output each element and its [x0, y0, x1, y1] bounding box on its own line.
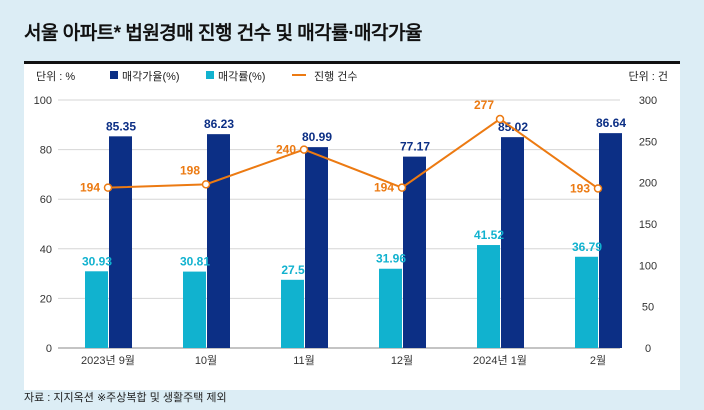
legend-label-sale-rate: 매각률(%): [218, 70, 265, 83]
data-label-sale-price-rate: 80.99: [302, 130, 332, 144]
data-label-auction-count: 198: [180, 163, 200, 177]
bar-sale-price-rate: [207, 134, 230, 348]
point-auction-count: [201, 180, 211, 189]
x-tick-label: 10월: [195, 354, 217, 367]
y-left-tick-label: 40: [40, 244, 52, 256]
y-left-tick-label: 80: [40, 145, 52, 157]
bar-sale-price-rate: [305, 147, 328, 348]
legend-swatch-sale-rate: [206, 71, 214, 79]
y-right-tick-label: 100: [639, 260, 657, 272]
data-label-sale-rate: 41.52: [474, 228, 504, 242]
data-label-sale-price-rate: 86.64: [596, 116, 626, 130]
bar-sale-price-rate: [403, 156, 426, 348]
data-label-sale-rate: 27.5: [281, 263, 305, 277]
bar-sale-rate: [85, 271, 108, 348]
bar-sale-rate: [575, 256, 598, 348]
y-right-tick-label: 200: [639, 178, 657, 190]
y-right-tick-label: 150: [639, 219, 657, 231]
y-left-tick-label: 20: [40, 293, 52, 305]
data-label-auction-count: 240: [276, 143, 296, 157]
y-right-tick-label: 300: [639, 95, 657, 107]
legend-label-sale-price-rate: 매각가율(%): [122, 70, 180, 83]
y-left-tick-label: 60: [40, 194, 52, 206]
left-unit-label: 단위 : %: [36, 70, 75, 83]
point-auction-count: [103, 183, 113, 192]
bar-sale-price-rate: [599, 133, 622, 348]
data-label-sale-rate: 30.81: [180, 255, 210, 269]
source-note: 자료 : 지지옥션 ※주상복합 및 생활주택 제외: [24, 392, 227, 404]
data-label-sale-price-rate: 77.17: [400, 140, 430, 154]
line-auction-count: [107, 117, 599, 190]
data-label-auction-count: 194: [374, 181, 394, 195]
data-label-sale-rate: 31.96: [376, 252, 406, 266]
y-right-tick-label: 0: [645, 343, 651, 355]
bar-sale-rate: [379, 268, 402, 348]
x-tick-label: 2024년 1월: [473, 354, 527, 367]
legend-label-auction-count: 진행 건수: [314, 70, 358, 83]
point-auction-count: [495, 114, 505, 124]
chart-panel: [24, 64, 680, 390]
chart-title: 서울 아파트* 법원경매 진행 건수 및 매각률·매각가율: [24, 23, 422, 44]
data-label-auction-count: 193: [570, 181, 590, 195]
y-left-tick-label: 0: [46, 343, 52, 355]
x-tick-label: 11월: [293, 354, 315, 367]
point-auction-count: [397, 183, 407, 192]
y-right-tick-label: 250: [639, 136, 657, 148]
bar-sale-price-rate: [109, 136, 132, 348]
data-label-sale-price-rate: 86.23: [204, 117, 234, 131]
point-auction-count: [593, 184, 603, 193]
y-right-tick-label: 50: [642, 302, 654, 314]
data-label-auction-count: 277: [474, 98, 494, 112]
x-tick-label: 2월: [590, 354, 606, 367]
legend-swatch-sale-price-rate: [110, 71, 118, 79]
bar-sale-rate: [183, 271, 206, 348]
data-label-sale-rate: 30.93: [82, 254, 112, 268]
right-unit-label: 단위 : 건: [628, 70, 668, 83]
data-label-auction-count: 194: [80, 181, 100, 195]
x-tick-label: 12월: [391, 354, 413, 367]
title-rule: [24, 61, 680, 64]
point-auction-count: [299, 145, 309, 154]
data-label-sale-price-rate: 85.35: [106, 119, 136, 133]
bar-sale-rate: [477, 245, 500, 348]
bar-sale-price-rate: [501, 137, 524, 348]
x-tick-label: 2023년 9월: [81, 354, 135, 367]
y-left-tick-label: 100: [34, 95, 52, 107]
bar-sale-rate: [281, 279, 304, 348]
data-label-sale-rate: 36.79: [572, 240, 602, 254]
